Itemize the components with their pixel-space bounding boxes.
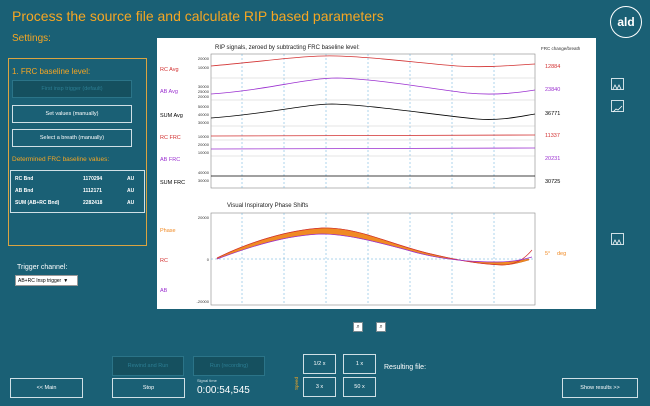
tick-label: -20000 <box>197 299 210 304</box>
tick-label: 30000 <box>198 178 210 183</box>
tick-label: 0 <box>207 257 210 262</box>
ab-phase-line <box>216 233 533 263</box>
tick-label: 10000 <box>198 150 210 155</box>
main-button[interactable]: << Main <box>10 378 83 398</box>
value-sum-avg: 36771 <box>545 111 560 117</box>
row-label: RC Bnd <box>15 176 34 182</box>
phase-ab-label: AB <box>160 288 168 294</box>
phase-label: Phase <box>160 228 176 234</box>
tick-label: 20000 <box>198 215 210 220</box>
frc-panel <box>8 58 147 246</box>
set-values-button[interactable]: Set values (manually) <box>12 105 132 123</box>
show-results-button[interactable]: Show results >> <box>562 378 638 398</box>
speed-50x-button[interactable]: 50 x <box>343 377 376 397</box>
row-unit: AU <box>127 176 135 182</box>
zoom-in-icon[interactable]: ⌕ <box>353 322 363 332</box>
channel-label-ab-avg: AB Avg <box>160 89 178 95</box>
settings-label: Settings: <box>12 33 51 44</box>
tick-label: 20000 <box>198 56 210 61</box>
ab-avg-line <box>210 77 536 95</box>
tick-label: 30000 <box>198 84 210 89</box>
row-unit: AU <box>127 200 135 206</box>
plot-title: RIP signals, zeroed by subtracting FRC b… <box>215 45 360 51</box>
tick-label: 10000 <box>198 134 210 139</box>
sum-avg-line <box>210 103 536 120</box>
channel-label-sum-avg: SUM Avg <box>160 113 183 119</box>
phase-title: Visual Inspiratory Phase Shifts <box>227 203 308 209</box>
channel-label-ab-frc: AB FRC <box>160 157 180 163</box>
row-unit: AU <box>127 188 135 194</box>
page-title: Process the source file and calculate RI… <box>12 8 384 24</box>
value-rc-avg: 12884 <box>545 64 560 70</box>
value-ab-frc: 20231 <box>545 156 560 162</box>
phase-side-value: 5° <box>545 251 550 257</box>
signal-time-value: 0:00:54,545 <box>197 385 250 396</box>
trigger-selected-value: AB+RC Insp trigger <box>18 277 62 284</box>
first-insp-trigger-button[interactable]: First insp trigger (default) <box>12 80 132 98</box>
tick-label: 40000 <box>198 170 210 175</box>
signal-time-label: Signal time <box>197 378 217 383</box>
frc-change-header: FRC change/breath <box>541 46 581 51</box>
tick-label: 20000 <box>198 94 210 99</box>
run-recording-button[interactable]: Run (recording) <box>193 356 265 376</box>
ab-frc-line <box>210 147 536 150</box>
trend-chart-icon[interactable] <box>611 100 624 113</box>
row-label: SUM (AB+RC Bnd) <box>15 200 60 206</box>
speed-3x-button[interactable]: 3 x <box>303 377 336 397</box>
tick-label: 10000 <box>198 65 210 70</box>
row-label: AB Bnd <box>15 188 34 194</box>
channel-label-rc-frc: RC FRC <box>160 135 181 141</box>
chevron-down-icon: ▼ <box>63 277 69 284</box>
frc-heading: 1. FRC baseline level: <box>12 67 91 76</box>
stop-button[interactable]: Stop <box>112 378 185 398</box>
logo: ald <box>610 6 642 38</box>
resulting-file-label: Resulting file: <box>384 364 427 371</box>
rc-avg-line <box>210 55 536 68</box>
tick-label: 25000 <box>198 89 210 94</box>
value-rc-frc: 11337 <box>545 133 560 139</box>
phase-side-unit: deg <box>557 251 566 257</box>
row-value: 2282418 <box>83 200 103 206</box>
speed-1x-button[interactable]: 1 x <box>343 354 376 374</box>
determined-label: Determined FRC baseline values: <box>12 156 110 163</box>
tick-label: 50000 <box>198 104 210 109</box>
speed-label: Speed <box>294 376 299 390</box>
rc-phase-line <box>216 227 533 266</box>
zoom-out-icon[interactable]: ⌕ <box>376 322 386 332</box>
value-ab-avg: 23840 <box>545 87 560 93</box>
rc-frc-line <box>210 134 536 137</box>
phase-rc-label: RC <box>160 258 168 264</box>
value-sum-frc: 30725 <box>545 179 560 185</box>
tick-label: 30000 <box>198 120 210 125</box>
select-breath-button[interactable]: Select a breath (manually) <box>12 129 132 147</box>
plot-area: 20000 10000 30000 25000 20000 50000 4000… <box>157 38 596 309</box>
phase-area <box>216 227 530 266</box>
baseline-table: RC Bnd 1170294 AU AB Bnd 1112171 AU SUM … <box>10 170 145 213</box>
trigger-channel-select[interactable]: AB+RC Insp trigger ▼ <box>15 275 78 286</box>
waveform-icon[interactable] <box>611 78 624 90</box>
channel-label-sum-frc: SUM FRC <box>160 180 185 186</box>
speed-half-button[interactable]: 1/2 x <box>303 354 336 374</box>
rip-signals-chart: 20000 10000 30000 25000 20000 50000 4000… <box>160 45 581 306</box>
rewind-run-button[interactable]: Rewind and Run <box>112 356 184 376</box>
trigger-channel-label: Trigger channel: <box>17 264 68 271</box>
tick-label: 20000 <box>198 142 210 147</box>
row-value: 1170294 <box>83 176 103 182</box>
channel-label-rc-avg: RC Avg <box>160 67 179 73</box>
row-value: 1112171 <box>83 188 102 194</box>
waveform-icon-2[interactable] <box>611 233 624 245</box>
tick-label: 40000 <box>198 112 210 117</box>
